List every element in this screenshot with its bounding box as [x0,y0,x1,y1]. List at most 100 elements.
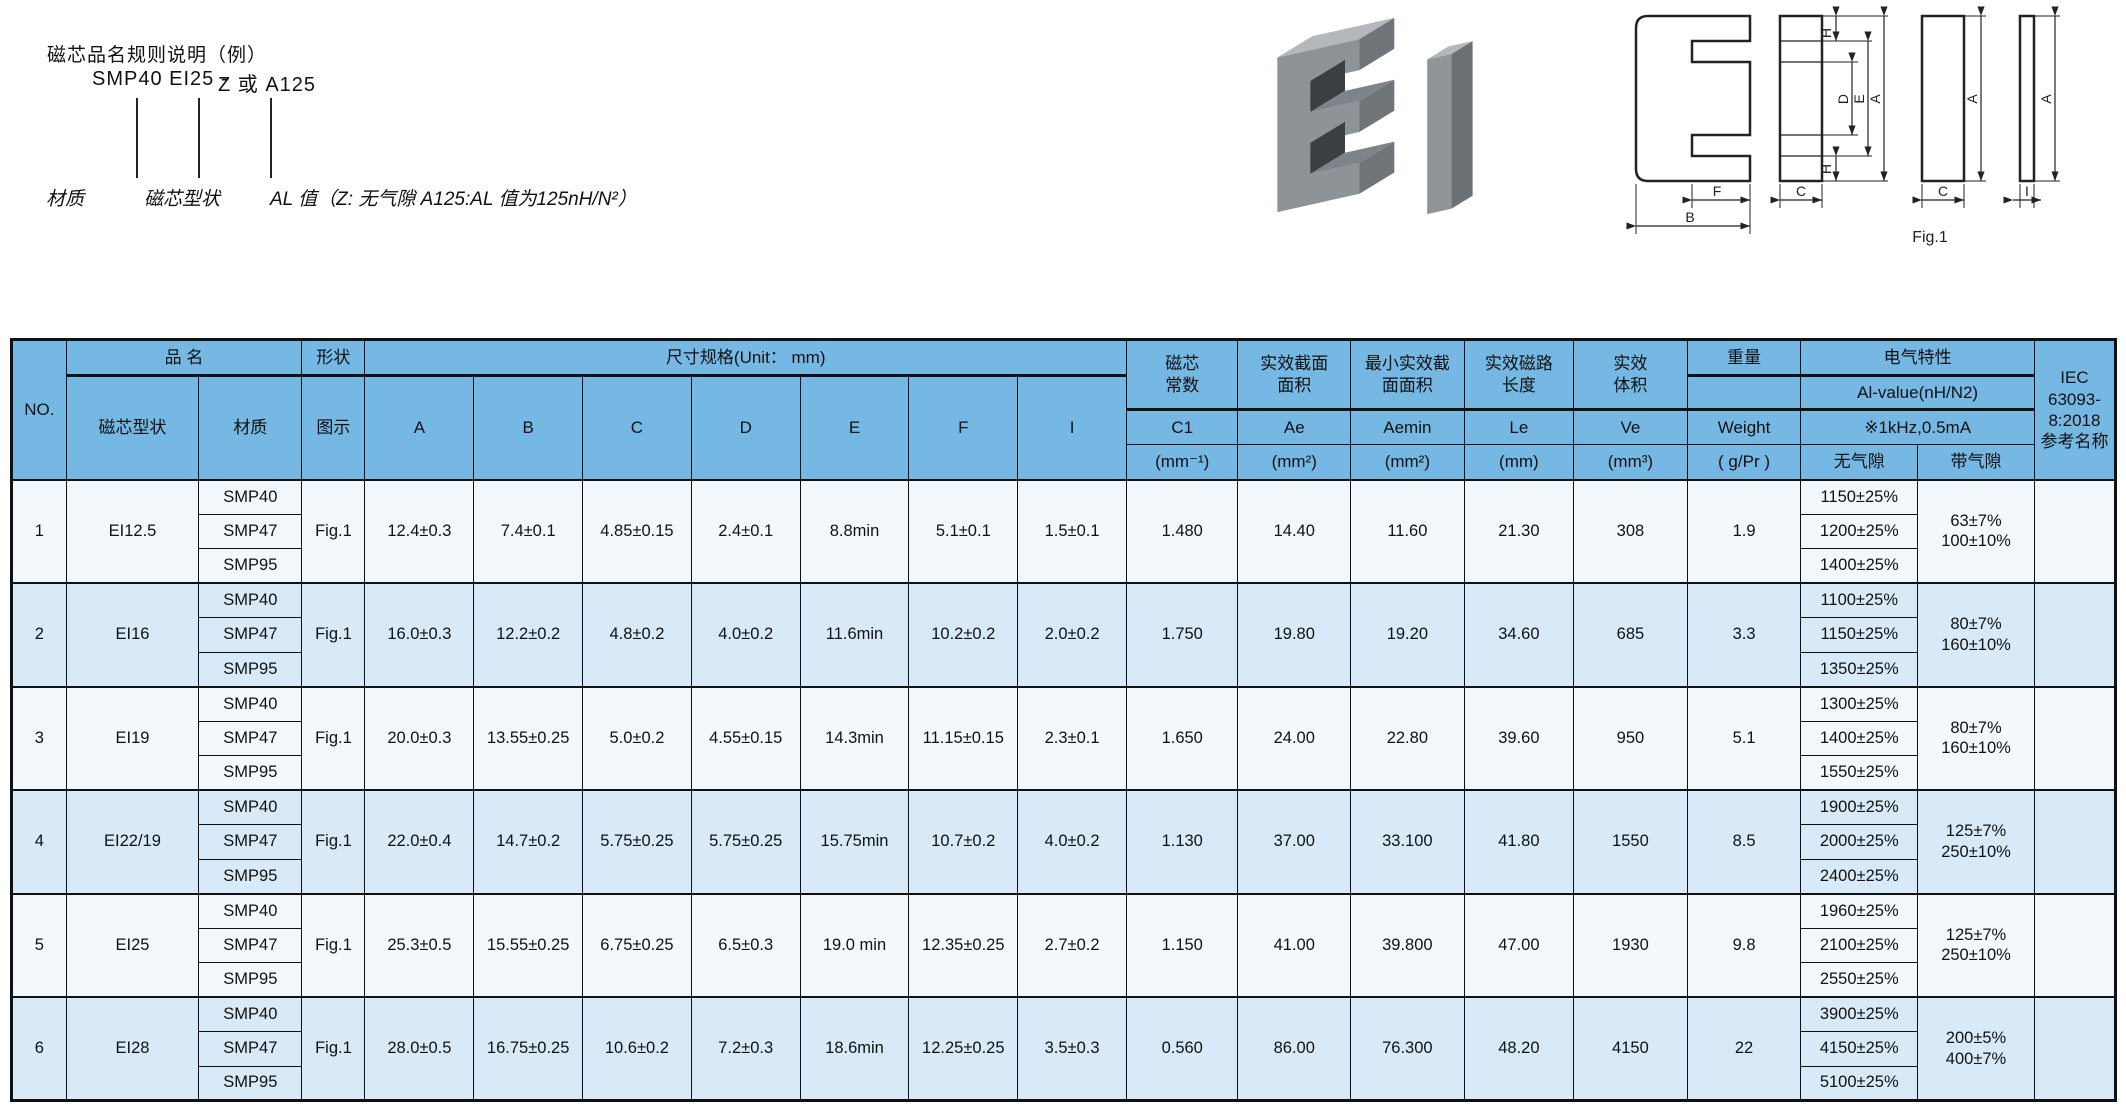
row6-aemin: 76.300 [1350,996,1465,1101]
e-core-front-face [1277,39,1360,213]
row5-dim-d: 6.5±0.3 [690,892,801,998]
row4-sub3: SMP95 2400±25% [12,858,2116,894]
row6-dim-b: 16.75±0.25 [473,996,584,1101]
ei-core-3d-image [1277,17,1473,215]
header-material: 材质 [198,375,303,481]
row1-le: 21.30 [1463,479,1575,584]
row6-dim-e: 18.6min [799,996,910,1101]
row3-material-1: SMP40 [198,685,303,722]
header-shape: 形状 [301,339,366,377]
row5-material-3: SMP95 [198,962,303,998]
row1-dim-e: 8.8min [799,479,910,584]
row1-sub3: SMP95 1400±25% [12,548,2116,584]
row1-ae: 14.40 [1237,479,1352,584]
pointer-line-shape [198,98,200,178]
row3-aemin: 22.80 [1350,685,1465,791]
header-dimensions: 尺寸规格(Unit： mm) [364,339,1127,377]
row6-material-1: SMP40 [198,996,303,1032]
row1-withgap: 63±7% 100±10% [1917,479,2035,584]
row2-iec [2033,582,2117,687]
row4-sub1: 4 EI22/19 SMP40 Fig.1 22.0±0.4 14.7±0.2 … [11,789,2117,894]
row1-no: 1 [11,479,67,584]
row2-dim-i: 2.0±0.2 [1017,582,1127,687]
header-ve: Ve [1573,409,1688,445]
dim-d-label: D [1835,94,1851,104]
row2-material-3: SMP95 [198,651,303,687]
header-no-gap: 无气隙 [1800,444,1919,481]
row6-dim-i: 3.5±0.3 [1017,996,1127,1101]
row4-withgap: 125±7% 250±10% [1917,789,2035,894]
dim-f-label: F [1713,183,1722,199]
row4-nogap-2: 2000±25% [1800,824,1919,860]
row6-nogap-3: 5100±25% [1800,1065,1919,1101]
row3-ve: 950 [1573,685,1688,791]
row2-material-2: SMP47 [198,617,303,653]
header-dim-i: I [1017,375,1127,481]
row4-dim-i: 4.0±0.2 [1017,789,1127,894]
naming-label-material: 材质 [46,189,85,210]
row5-material-2: SMP47 [198,927,303,963]
row4-dim-d: 5.75±0.25 [690,789,801,894]
row4-le: 41.80 [1463,789,1575,894]
row1-material-1: SMP40 [198,479,303,515]
row1-dim-i: 1.5±0.1 [1017,479,1127,584]
row6-c1: 0.560 [1125,996,1239,1101]
row1-c1: 1.480 [1125,479,1239,584]
header-core-constant: 磁芯 常数 [1125,339,1239,411]
naming-label-al: AL 值（Z: 无气隙 A125:AL 值为125nH/N²） [270,189,637,210]
row1-dim-f: 5.1±0.1 [908,479,1019,584]
header-path-length: 实效磁路 长度 [1463,339,1575,411]
row2-shape: EI16 [65,582,200,687]
header-electrical: 电气特性 [1800,339,2035,377]
row5-weight: 9.8 [1686,892,1802,998]
row6-material-3: SMP95 [198,1065,303,1101]
row3-dim-c: 5.0±0.2 [582,685,692,791]
row5-nogap-1: 1960±25% [1800,892,1919,929]
row2-ve: 685 [1573,582,1688,687]
dim-a-bar-label: A [2038,94,2054,104]
row5-dim-f: 12.35±0.25 [908,892,1019,998]
row2-fig: Fig.1 [301,582,366,687]
row3-sub3: SMP95 1550±25% [12,755,2116,791]
row4-material-2: SMP47 [198,824,303,860]
header-effective-volume: 实效 体积 [1573,339,1688,411]
header-ae: Ae [1237,409,1352,445]
row6-dim-c: 10.6±0.2 [582,996,692,1101]
row5-iec [2033,892,2117,998]
row4-dim-f: 10.7±0.2 [908,789,1019,894]
row1-dim-d: 2.4±0.1 [690,479,801,584]
row4-dim-a: 22.0±0.4 [364,789,475,894]
row3-dim-d: 4.55±0.15 [690,685,801,791]
row2-le: 34.60 [1463,582,1575,687]
row6-fig: Fig.1 [301,996,366,1101]
row5-dim-i: 2.7±0.2 [1017,892,1127,998]
row1-dim-a: 12.4±0.3 [364,479,475,584]
row5-shape: EI25 [65,892,200,998]
header-dim-f: F [908,375,1019,481]
header-ve-unit: (mm³) [1573,444,1688,481]
row3-le: 39.60 [1463,685,1575,791]
naming-example-suffix: Z 或 A125 [218,74,317,96]
row2-withgap: 80±7% 160±10% [1917,582,2035,687]
spec-table-wrap: NO. 品 名 形状 尺寸规格(Unit： mm) 磁芯 常数 实效截面 面积 最小… [10,338,2117,1102]
row4-dim-c: 5.75±0.25 [582,789,692,894]
row3-dim-b: 13.55±0.25 [473,685,584,791]
row6-ve: 4150 [1573,996,1688,1101]
header-with-gap: 带气隙 [1917,444,2035,481]
row1-fig: Fig.1 [301,479,366,584]
header-weight-en: Weight [1686,409,1802,445]
row4-sub2: SMP47 2000±25% [12,824,2116,860]
row5-ae: 41.00 [1237,892,1352,998]
row5-ve: 1930 [1573,892,1688,998]
header-c1: C1 [1125,409,1239,445]
row2-nogap-1: 1100±25% [1800,582,1919,618]
row3-dim-a: 20.0±0.3 [364,685,475,791]
row5-nogap-3: 2550±25% [1800,962,1919,998]
row2-dim-e: 11.6min [799,582,910,687]
pointer-line-material [136,98,138,178]
row6-weight: 22 [1686,996,1802,1101]
row6-dim-f: 12.25±0.25 [908,996,1019,1101]
row3-dim-e: 14.3min [799,685,910,791]
naming-rule-block: 磁芯品名规则说明（例） SMP40 EI25 - Z 或 A125 材质 磁芯型… [40,22,637,222]
row3-iec [2033,685,2117,791]
